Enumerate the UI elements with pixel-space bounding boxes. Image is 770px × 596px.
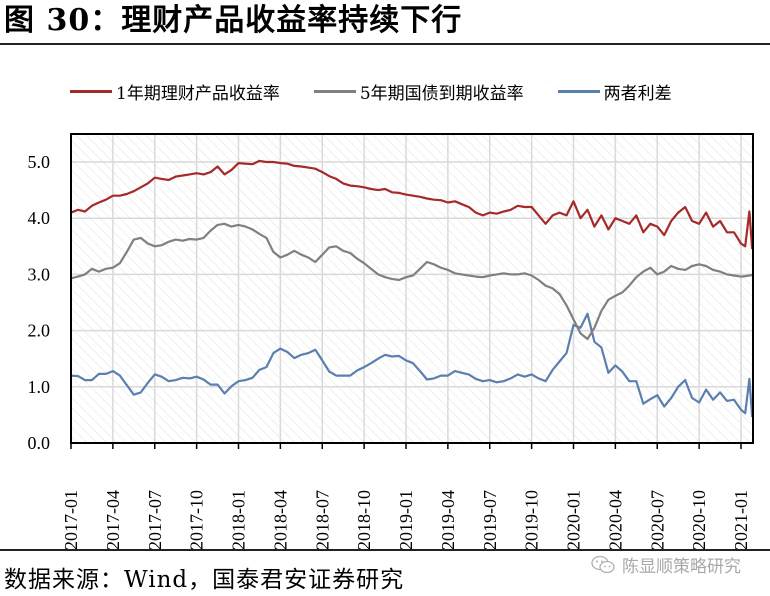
y-tick-label: 3.0 [28, 264, 51, 284]
x-tick-label: 2018-04 [270, 490, 290, 550]
series-line [70, 312, 754, 418]
watermark: 陈显顺策略研究 [590, 552, 741, 577]
x-axis: 2017-01 2017-04 2017-07 2017-10 2018-01 2018-… [61, 443, 751, 550]
legend-label: 两者利差 [603, 83, 672, 104]
x-tick-label: 2021-01 [731, 490, 751, 550]
x-tick-label: 2018-07 [312, 490, 332, 550]
x-tick-label: 2018-10 [354, 490, 374, 550]
series-lines [70, 159, 754, 418]
legend-swatch-gray [313, 89, 356, 93]
legend-label: 5年期国债到期收益率 [359, 83, 524, 104]
data-source: 数据来源：Wind，国泰君安证券研究 [4, 567, 405, 593]
series-line [70, 159, 754, 250]
x-tick-label: 2019-07 [480, 490, 500, 550]
x-tick-label: 2019-01 [396, 490, 416, 550]
figure-title: 图 30：理财产品收益率持续下行 [4, 3, 463, 38]
y-tick-label: 0.0 [28, 433, 51, 453]
x-tick-label: 2018-01 [229, 490, 249, 550]
watermark-text: 陈显顺策略研究 [622, 557, 741, 577]
x-tick-label: 2020-10 [689, 490, 709, 550]
gridlines [71, 134, 753, 443]
series-line [70, 222, 753, 341]
x-tick-label: 2017-04 [103, 490, 123, 550]
x-tick-label: 2020-01 [564, 490, 584, 550]
x-tick-label: 2020-04 [605, 490, 625, 550]
legend-item-treasury-yield: 5年期国债到期收益率 [313, 79, 524, 104]
wechat-icon [591, 555, 615, 573]
legend-swatch-red [70, 89, 112, 93]
y-tick-label: 1.0 [28, 377, 51, 397]
footer-divider [0, 549, 770, 551]
y-tick-label: 2.0 [28, 321, 51, 341]
legend-item-wealth-yield: 1年期理财产品收益率 [70, 79, 280, 104]
x-tick-label: 2019-04 [438, 490, 458, 550]
legend-item-spread: 两者利差 [557, 79, 672, 104]
x-tick-label: 2020-07 [647, 490, 667, 550]
x-tick-label: 2017-07 [145, 490, 165, 550]
y-axis: 0.0 1.0 2.0 3.0 4.0 5.0 [28, 152, 51, 453]
title-divider [0, 43, 770, 45]
y-tick-label: 5.0 [28, 152, 51, 172]
x-tick-label: 2017-10 [187, 490, 207, 550]
y-tick-label: 4.0 [28, 208, 51, 228]
legend-swatch-blue [557, 89, 600, 93]
legend-label: 1年期理财产品收益率 [116, 83, 280, 104]
plot-area [71, 134, 753, 443]
x-tick-label: 2017-01 [61, 490, 81, 550]
chart-legend: 1年期理财产品收益率 5年期国债到期收益率 两者利差 [70, 79, 706, 104]
plot-frame [70, 133, 754, 444]
x-tick-label: 2019-10 [522, 490, 542, 550]
